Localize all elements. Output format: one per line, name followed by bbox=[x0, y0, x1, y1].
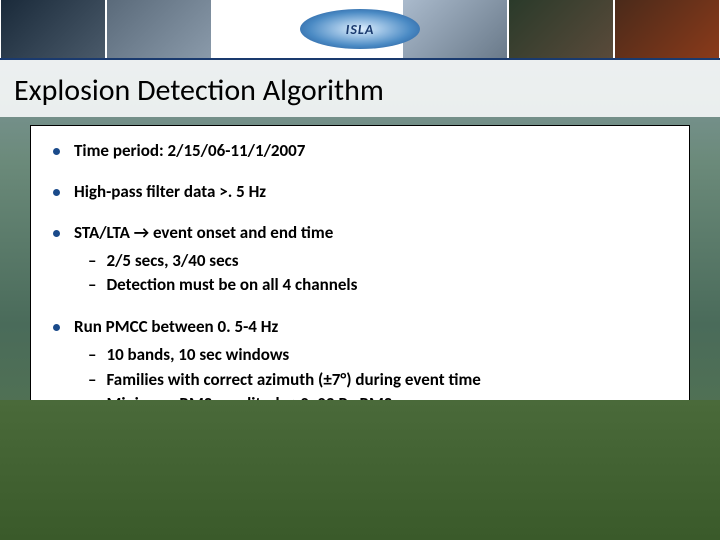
banner-cell bbox=[509, 0, 613, 58]
bullet-dot-icon bbox=[53, 148, 60, 155]
sub-list: – 2/5 secs, 3/40 secs – Detection must b… bbox=[74, 249, 667, 298]
dash-icon: – bbox=[88, 273, 96, 298]
sub-text: 2/5 secs, 3/40 secs bbox=[106, 249, 238, 274]
bullet-item: Time period: 2/15/06-11/1/2007 bbox=[53, 140, 667, 163]
bullet-text: Time period: 2/15/06-11/1/2007 bbox=[74, 140, 667, 163]
sub-text: Detection must be on all 4 channels bbox=[106, 273, 357, 298]
banner-cell bbox=[107, 0, 211, 58]
background-field bbox=[0, 400, 720, 540]
page-title: Explosion Detection Algorithm bbox=[0, 60, 720, 117]
bullet-dot-icon bbox=[53, 324, 60, 331]
sub-item: – Detection must be on all 4 channels bbox=[74, 273, 667, 298]
banner-cell bbox=[1, 0, 105, 58]
bullet-text: STA/LTA → event onset and end time bbox=[74, 222, 667, 245]
dash-icon: – bbox=[88, 343, 96, 368]
header-banner: ISLA bbox=[0, 0, 720, 60]
bullet-text: Run PMCC between 0. 5-4 Hz bbox=[74, 316, 667, 339]
sub-text: Families with correct azimuth (±7°) duri… bbox=[106, 368, 480, 393]
bullet-dot-icon bbox=[53, 189, 60, 196]
bullet-text: High-pass filter data >. 5 Hz bbox=[74, 181, 667, 204]
sub-text: 10 bands, 10 sec windows bbox=[106, 343, 289, 368]
bullet-dot-icon bbox=[53, 230, 60, 237]
logo: ISLA bbox=[300, 9, 420, 49]
sub-item: – 10 bands, 10 sec windows bbox=[74, 343, 667, 368]
sub-item: – 2/5 secs, 3/40 secs bbox=[74, 249, 667, 274]
banner-cell bbox=[615, 0, 719, 58]
dash-icon: – bbox=[88, 368, 96, 393]
bullet-item: High-pass filter data >. 5 Hz bbox=[53, 181, 667, 204]
bullet-item: STA/LTA → event onset and end time – 2/5… bbox=[53, 222, 667, 298]
dash-icon: – bbox=[88, 249, 96, 274]
sub-item: – Families with correct azimuth (±7°) du… bbox=[74, 368, 667, 393]
